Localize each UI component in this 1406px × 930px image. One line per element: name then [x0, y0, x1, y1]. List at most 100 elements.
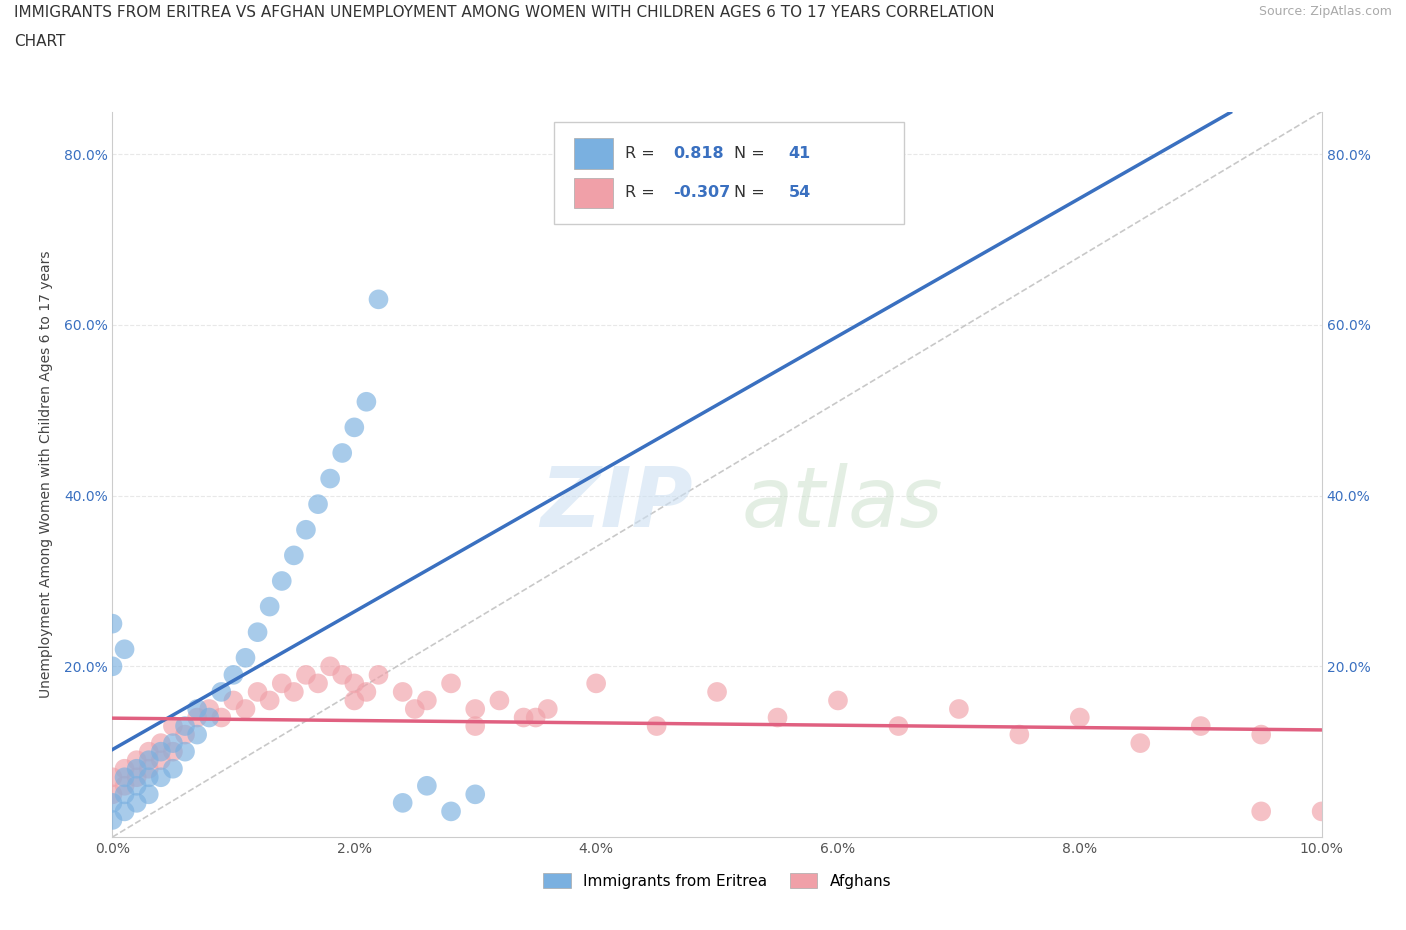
- Point: [440, 804, 463, 818]
- Point: [125, 770, 148, 785]
- Text: atlas: atlas: [741, 463, 943, 544]
- Point: [125, 762, 148, 777]
- Point: [1250, 804, 1272, 818]
- Point: [186, 711, 208, 725]
- Point: [1069, 711, 1091, 725]
- Point: [295, 523, 318, 538]
- Text: 41: 41: [789, 146, 811, 161]
- Point: [319, 658, 342, 673]
- Point: [138, 787, 160, 802]
- Text: N =: N =: [734, 185, 770, 200]
- Point: [356, 684, 378, 699]
- Point: [101, 658, 124, 673]
- Point: [1189, 719, 1212, 734]
- Point: [235, 701, 257, 716]
- Point: [101, 770, 124, 785]
- Point: [330, 445, 353, 460]
- Point: [343, 420, 366, 435]
- Point: [307, 676, 329, 691]
- Text: CHART: CHART: [14, 34, 66, 49]
- Point: [512, 711, 534, 725]
- Point: [114, 762, 136, 777]
- Point: [464, 701, 486, 716]
- Point: [174, 727, 197, 742]
- Point: [186, 727, 208, 742]
- Point: [330, 668, 353, 683]
- Point: [343, 693, 366, 708]
- Text: -0.307: -0.307: [673, 185, 731, 200]
- Point: [367, 668, 389, 683]
- Point: [246, 625, 269, 640]
- Point: [162, 762, 184, 777]
- Point: [138, 752, 160, 767]
- Point: [440, 676, 463, 691]
- Text: 0.818: 0.818: [673, 146, 724, 161]
- Point: [101, 795, 124, 810]
- Point: [209, 684, 232, 699]
- Y-axis label: Unemployment Among Women with Children Ages 6 to 17 years: Unemployment Among Women with Children A…: [38, 250, 52, 698]
- Point: [283, 548, 305, 563]
- Point: [114, 770, 136, 785]
- Point: [464, 787, 486, 802]
- Point: [235, 650, 257, 665]
- Point: [125, 752, 148, 767]
- Text: Source: ZipAtlas.com: Source: ZipAtlas.com: [1258, 5, 1392, 18]
- Point: [948, 701, 970, 716]
- Point: [488, 693, 510, 708]
- FancyBboxPatch shape: [575, 139, 613, 169]
- Point: [125, 795, 148, 810]
- Point: [537, 701, 560, 716]
- Point: [246, 684, 269, 699]
- Point: [1008, 727, 1031, 742]
- Text: R =: R =: [626, 146, 659, 161]
- Text: N =: N =: [734, 146, 770, 161]
- Legend: Immigrants from Eritrea, Afghans: Immigrants from Eritrea, Afghans: [537, 867, 897, 895]
- Point: [138, 770, 160, 785]
- Point: [162, 719, 184, 734]
- Point: [162, 736, 184, 751]
- Point: [149, 736, 172, 751]
- Point: [114, 787, 136, 802]
- Point: [222, 693, 245, 708]
- Point: [1129, 736, 1152, 751]
- Point: [1250, 727, 1272, 742]
- Point: [404, 701, 426, 716]
- Point: [174, 719, 197, 734]
- Point: [138, 744, 160, 759]
- Point: [319, 472, 342, 486]
- Point: [259, 599, 281, 614]
- Point: [149, 744, 172, 759]
- Point: [1310, 804, 1333, 818]
- Point: [524, 711, 547, 725]
- Point: [138, 762, 160, 777]
- Point: [101, 813, 124, 828]
- Point: [198, 701, 221, 716]
- Point: [125, 778, 148, 793]
- Point: [391, 795, 413, 810]
- Text: 54: 54: [789, 185, 811, 200]
- Point: [307, 497, 329, 512]
- Point: [295, 668, 318, 683]
- Point: [114, 778, 136, 793]
- Point: [391, 684, 413, 699]
- Point: [209, 711, 232, 725]
- Point: [101, 617, 124, 631]
- Point: [887, 719, 910, 734]
- Point: [198, 711, 221, 725]
- Point: [259, 693, 281, 708]
- Point: [114, 804, 136, 818]
- Point: [174, 744, 197, 759]
- Point: [416, 778, 439, 793]
- Point: [162, 744, 184, 759]
- FancyBboxPatch shape: [575, 178, 613, 208]
- Point: [149, 752, 172, 767]
- Point: [585, 676, 607, 691]
- Point: [356, 394, 378, 409]
- Point: [222, 668, 245, 683]
- Point: [283, 684, 305, 699]
- Point: [766, 711, 789, 725]
- Point: [101, 787, 124, 802]
- Point: [706, 684, 728, 699]
- Point: [149, 770, 172, 785]
- Text: ZIP: ZIP: [540, 463, 693, 544]
